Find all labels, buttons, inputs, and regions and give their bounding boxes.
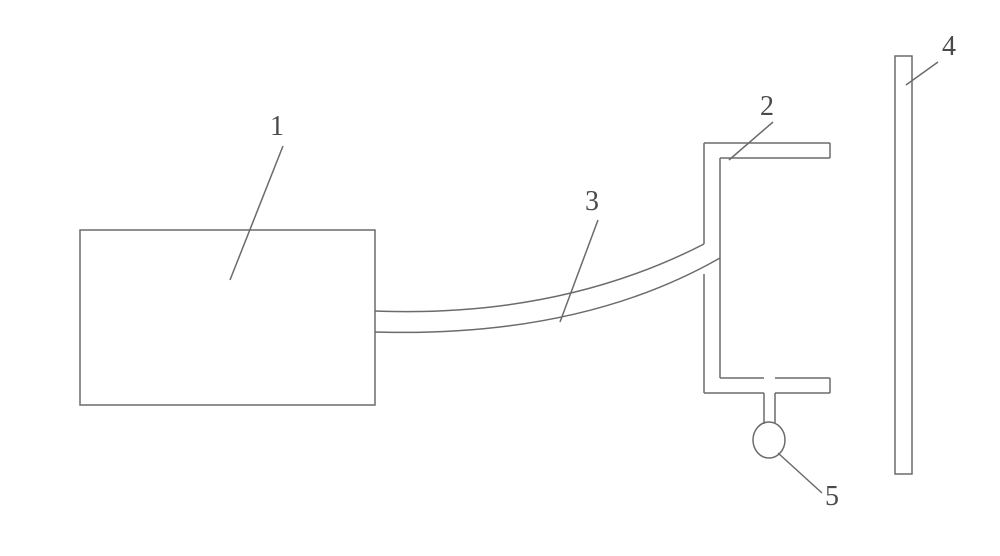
label-5: 5 [825, 481, 839, 512]
box-1 [80, 230, 375, 405]
leader-3 [560, 220, 598, 322]
leader-2 [729, 122, 773, 160]
labels-group: 1 2 3 4 5 [230, 31, 956, 512]
label-1: 1 [270, 111, 284, 142]
leader-1 [230, 146, 283, 280]
leader-4 [906, 62, 938, 85]
pipe-3 [375, 244, 720, 332]
label-4: 4 [942, 31, 956, 62]
drop-5 [753, 393, 785, 458]
leader-5 [778, 453, 822, 493]
bracket-2 [704, 143, 830, 393]
plate-4 [895, 56, 912, 474]
label-2: 2 [760, 91, 774, 122]
label-3: 3 [585, 186, 599, 217]
drop-bulb [753, 422, 785, 458]
